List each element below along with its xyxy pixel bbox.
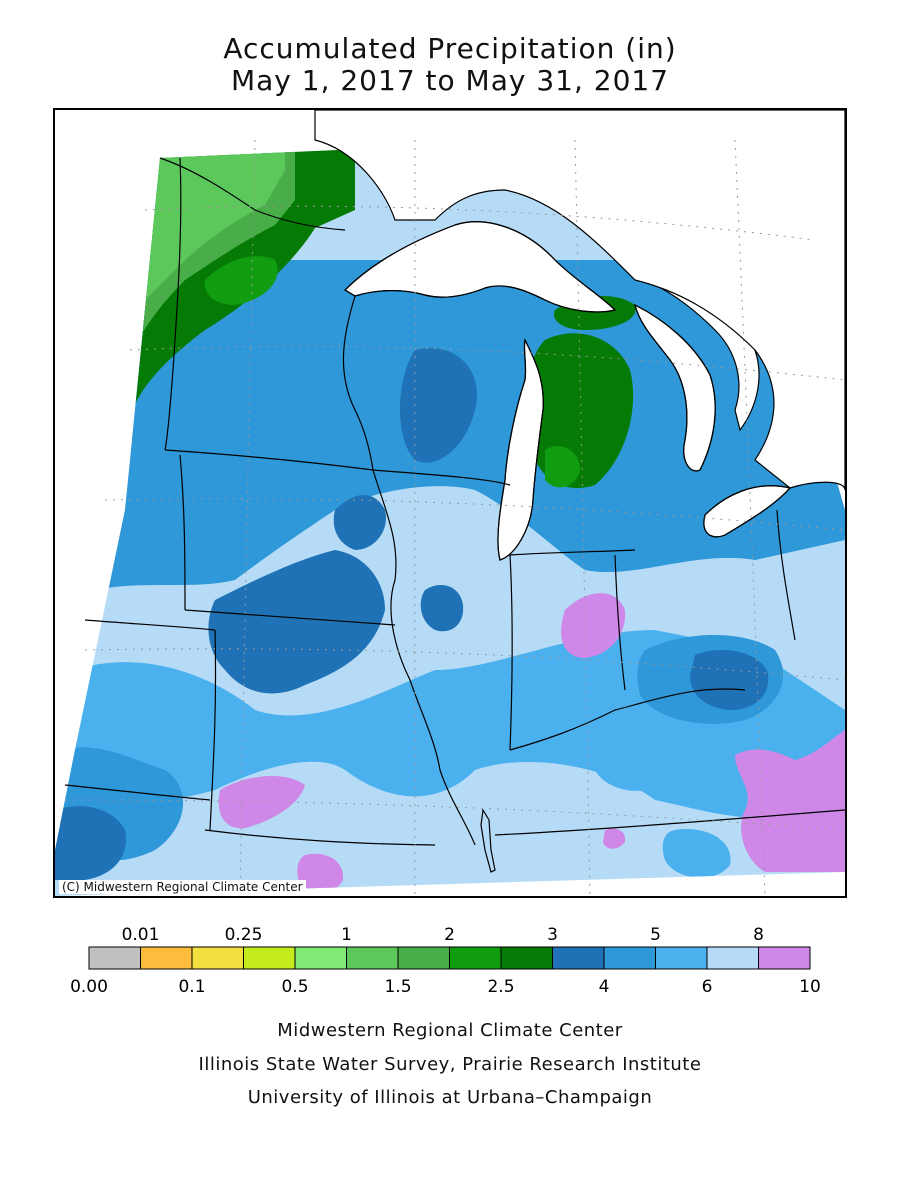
legend-upper-label: 2 xyxy=(444,925,455,945)
legend-swatch xyxy=(294,946,347,970)
zone-8-10-in xyxy=(603,828,626,849)
zone-8-10-in xyxy=(297,853,344,893)
map-title: Accumulated Precipitation (in) xyxy=(223,32,677,65)
zone-5-6-in xyxy=(593,730,667,791)
legend-upper-label: 1 xyxy=(341,925,352,945)
zone-3-4-in xyxy=(333,495,386,550)
sd-ia-border xyxy=(179,454,186,611)
il-in-border xyxy=(509,554,513,751)
legend-swatch xyxy=(655,946,708,970)
legend-swatch xyxy=(706,946,759,970)
zone-2-3-in xyxy=(204,256,278,305)
legend-swatch xyxy=(603,946,656,970)
zone-3-4-in xyxy=(55,806,126,880)
mn-ia-border xyxy=(164,449,374,471)
legend-upper-label: 0.01 xyxy=(122,925,160,945)
legend-lower-label: 6 xyxy=(702,977,713,997)
mn-wi-border xyxy=(342,295,374,471)
graticule xyxy=(64,139,845,896)
legend-swatch xyxy=(140,946,193,970)
oh-pa-border xyxy=(776,509,796,641)
legend-swatch xyxy=(552,946,605,970)
mississippi-river xyxy=(372,469,476,846)
zone-3-4-in xyxy=(208,550,385,694)
legend-lower-label: 2.5 xyxy=(487,977,514,997)
lake-superior-outline xyxy=(344,221,617,313)
legend-lower-label: 0.5 xyxy=(281,977,308,997)
ks-mo-border xyxy=(209,629,217,831)
in-oh-border xyxy=(614,554,626,691)
legend-lower-label: 1.5 xyxy=(384,977,411,997)
great-lakes xyxy=(314,110,845,561)
ks-ok-border xyxy=(64,784,211,801)
legend-swatch xyxy=(758,946,811,970)
footer-survey: Illinois State Water Survey, Prairie Res… xyxy=(198,1054,702,1075)
legend-swatch xyxy=(397,946,450,970)
legend-swatch xyxy=(191,946,244,970)
mo-ar-border xyxy=(204,829,436,846)
map-date-range: May 1, 2017 to May 31, 2017 xyxy=(230,64,670,97)
zone-2-3-in xyxy=(545,446,580,488)
ia-mo-border xyxy=(184,609,396,626)
zone-3-4-in xyxy=(400,348,477,463)
legend-lower-label: 10 xyxy=(799,977,821,997)
ky-reservoir xyxy=(480,808,496,873)
ne-ks-border xyxy=(84,619,216,631)
state-boundaries xyxy=(64,157,845,873)
lake-huron-outline xyxy=(634,303,716,472)
ky-tn-border xyxy=(494,809,845,836)
legend-upper-label: 8 xyxy=(753,925,764,945)
precipitation-legend: 0.01 0.25 1 2 3 5 8 0.00 0.1 0.5 1.5 2.5 4 6 10 xyxy=(0,920,900,1000)
precipitation-map: (C) Midwestern Regional Climate Center xyxy=(53,108,847,898)
mi-in-oh-border xyxy=(509,549,636,556)
legend-swatch xyxy=(243,946,296,970)
zone-3-4-in xyxy=(690,650,769,710)
legend-lower-label: 4 xyxy=(599,977,610,997)
ohio-river xyxy=(509,688,746,751)
zone-8-10-in xyxy=(561,593,626,658)
zone-5-6-in xyxy=(662,829,731,878)
legend-lower-label: 0.1 xyxy=(178,977,205,997)
legend-upper-label: 0.25 xyxy=(225,925,263,945)
legend-swatch xyxy=(449,946,502,970)
legend-upper-label: 5 xyxy=(650,925,661,945)
nd-mn-border xyxy=(164,157,182,451)
zone-8-10-in xyxy=(218,775,305,829)
map-canvas xyxy=(55,110,845,896)
zone-1-5-2-in xyxy=(115,140,285,330)
mn-north-border xyxy=(159,157,346,231)
legend-swatch xyxy=(500,946,553,970)
zone-3-4-in xyxy=(420,585,464,632)
wi-il-border xyxy=(372,469,511,486)
lake-erie-outline xyxy=(703,485,792,538)
lake-michigan-outline xyxy=(497,338,544,561)
legend-lower-label: 0.00 xyxy=(70,977,108,997)
legend-swatch xyxy=(346,946,399,970)
footer-university: University of Illinois at Urbana–Champai… xyxy=(247,1087,653,1108)
footer-org: Midwestern Regional Climate Center xyxy=(277,1020,623,1041)
legend-bar: 0.01 0.25 1 2 3 5 8 0.00 0.1 0.5 1.5 2.5 4 6 10 xyxy=(70,925,821,997)
legend-swatch xyxy=(88,946,141,970)
map-credit: (C) Midwestern Regional Climate Center xyxy=(59,880,306,894)
legend-upper-label: 3 xyxy=(547,925,558,945)
